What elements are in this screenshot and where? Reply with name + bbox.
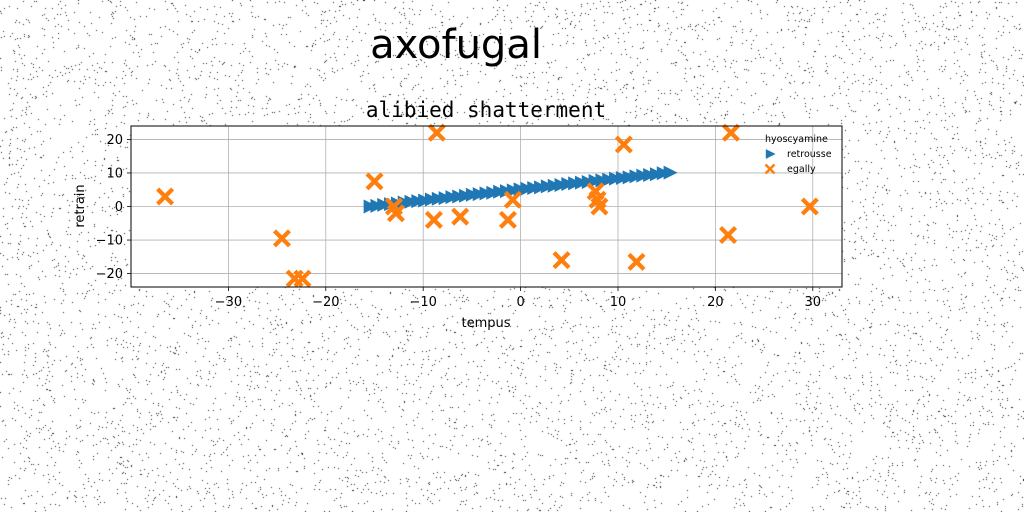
y-axis-ticks: −20 −10 0 10 20: [96, 133, 131, 282]
x-axis-ticks: −30 −20 −10 0 10 20 30: [215, 287, 821, 310]
figure-suptitle: axofugal: [370, 22, 542, 68]
legend-label-retrousse: retrousse: [787, 149, 832, 160]
x-tick-label: −10: [409, 295, 436, 310]
x-tick-label: 20: [707, 295, 724, 310]
legend: hyoscyamine retrousse egally: [764, 134, 832, 175]
x-tick-label: −20: [312, 295, 339, 310]
chart-title: alibied shatterment: [366, 98, 606, 122]
y-tick-label: −10: [96, 234, 123, 249]
x-axis-label: tempus: [461, 316, 510, 331]
y-tick-label: 20: [106, 133, 123, 148]
y-tick-label: 0: [115, 200, 123, 215]
x-tick-label: 10: [610, 295, 627, 310]
y-tick-label: 10: [106, 166, 123, 181]
x-tick-label: −30: [215, 295, 242, 310]
y-tick-label: −20: [96, 267, 123, 282]
legend-title: hyoscyamine: [765, 134, 828, 145]
x-tick-label: 30: [805, 295, 822, 310]
legend-label-egally: egally: [787, 164, 816, 175]
y-axis-label: retrain: [73, 184, 88, 227]
x-tick-label: 0: [516, 295, 524, 310]
